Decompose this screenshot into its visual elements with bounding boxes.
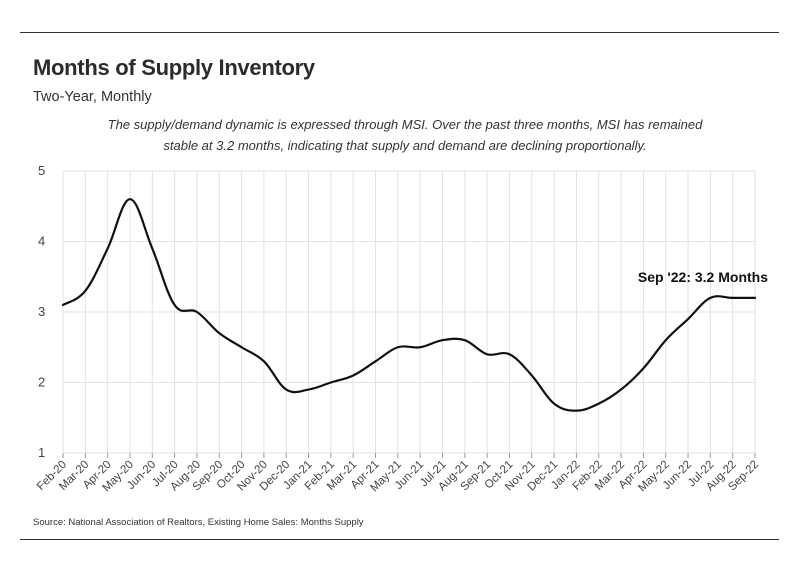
chart-subtitle: Two-Year, Monthly [33,89,152,105]
series-line [61,198,757,412]
y-tick-label: 3 [38,304,45,319]
description-line-1: The supply/demand dynamic is expressed t… [107,117,703,132]
chart-title: Months of Supply Inventory [33,55,315,80]
bottom-rule [20,539,779,540]
y-tick-label: 2 [38,375,45,390]
y-tick-label: 5 [38,163,45,178]
annotation-label: Sep '22: 3.2 Months [638,269,768,285]
y-axis-ticks: 1 2 3 4 5 [38,163,45,460]
source-note: Source: National Association of Realtors… [33,517,364,528]
description-line-2: stable at 3.2 months, indicating that su… [163,138,647,153]
top-rule [20,32,779,33]
y-tick-label: 1 [38,445,45,460]
chart-grid [62,170,756,454]
x-axis-ticks: Feb-20Mar-20Apr-20May-20Jun-20Jul-20Aug-… [35,453,761,494]
chart-description: The supply/demand dynamic is expressed t… [90,114,720,156]
y-tick-label: 4 [38,234,45,249]
